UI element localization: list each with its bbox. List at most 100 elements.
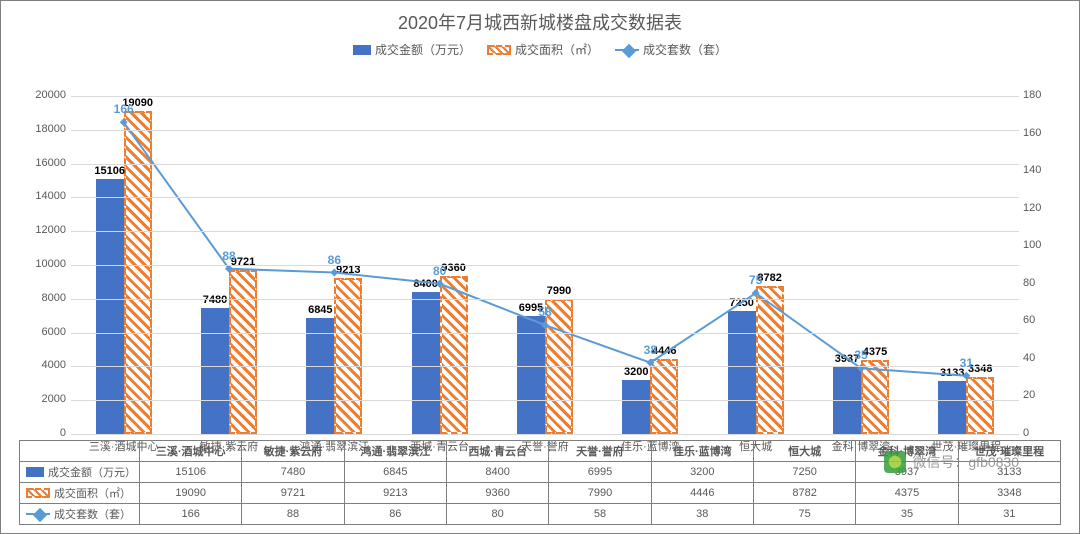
y1-tick-label: 20000 bbox=[26, 89, 66, 101]
line-value-label: 35 bbox=[854, 348, 867, 362]
y1-tick-label: 18000 bbox=[26, 123, 66, 135]
table-cell: 6845 bbox=[344, 462, 446, 483]
swatch-line-icon bbox=[615, 45, 639, 55]
line-value-label: 58 bbox=[538, 305, 551, 319]
y1-tick-label: 10000 bbox=[26, 258, 66, 270]
table-cell: 15106 bbox=[140, 462, 242, 483]
legend: 成交金额（万元） 成交面积（㎡） 成交套数（套） bbox=[1, 35, 1079, 60]
y1-tick-label: 14000 bbox=[26, 190, 66, 202]
y2-tick-label: 100 bbox=[1023, 239, 1059, 251]
y2-tick-label: 140 bbox=[1023, 164, 1059, 176]
table-cell: 35 bbox=[856, 504, 958, 525]
table-row-area: 成交面积（㎡）190909721921393607990444687824375… bbox=[20, 483, 1061, 504]
table-col-header: 鸿通·翡翠滨江 bbox=[344, 441, 446, 462]
table-cell: 80 bbox=[446, 504, 548, 525]
table-col-header: 三溪·酒城中心 bbox=[140, 441, 242, 462]
y1-tick-label: 8000 bbox=[26, 292, 66, 304]
table-cell: 38 bbox=[651, 504, 753, 525]
table-cell: 3348 bbox=[958, 483, 1060, 504]
table-cell: 7480 bbox=[242, 462, 344, 483]
line-marker bbox=[541, 321, 549, 329]
y1-tick-label: 2000 bbox=[26, 393, 66, 405]
swatch-hatch-icon bbox=[487, 45, 511, 55]
wechat-icon bbox=[884, 451, 906, 473]
legend-label-line: 成交套数（套） bbox=[643, 41, 727, 58]
gridline bbox=[71, 333, 1019, 334]
plot-area: 1510619090三溪·酒城中心74809721敏捷·紫云府68459213鸿… bbox=[71, 96, 1019, 435]
line-value-label: 88 bbox=[222, 249, 235, 263]
table-row-header: 成交金额（万元） bbox=[20, 462, 140, 483]
table-cell: 166 bbox=[140, 504, 242, 525]
y2-tick-label: 80 bbox=[1023, 277, 1059, 289]
legend-item-line: 成交套数（套） bbox=[615, 41, 727, 58]
gridline bbox=[71, 197, 1019, 198]
y1-tick-label: 4000 bbox=[26, 359, 66, 371]
line-marker bbox=[436, 280, 444, 288]
gridline bbox=[71, 366, 1019, 367]
table-cell: 8400 bbox=[446, 462, 548, 483]
table-cell: 31 bbox=[958, 504, 1060, 525]
swatch-bar-icon bbox=[353, 45, 371, 55]
y2-tick-label: 60 bbox=[1023, 314, 1059, 326]
table-cell: 7250 bbox=[753, 462, 855, 483]
table-cell: 9721 bbox=[242, 483, 344, 504]
table-col-header: 恒大城 bbox=[753, 441, 855, 462]
table-cell: 6995 bbox=[549, 462, 651, 483]
y2-tick-label: 40 bbox=[1023, 352, 1059, 364]
table-cell: 88 bbox=[242, 504, 344, 525]
gridline bbox=[71, 265, 1019, 266]
gridline bbox=[71, 130, 1019, 131]
line-value-label: 86 bbox=[328, 253, 341, 267]
legend-item-bar1: 成交金额（万元） bbox=[353, 41, 471, 58]
chart-title: 2020年7月城西新城楼盘成交数据表 bbox=[1, 1, 1079, 35]
line-value-label: 38 bbox=[644, 343, 657, 357]
line-marker bbox=[962, 372, 970, 380]
y1-tick-label: 12000 bbox=[26, 224, 66, 236]
table-cell: 4375 bbox=[856, 483, 958, 504]
line-value-label: 31 bbox=[960, 356, 973, 370]
y2-tick-label: 0 bbox=[1023, 427, 1059, 439]
watermark-text: 微信号：gfb0830 bbox=[912, 452, 1019, 472]
y2-tick-label: 180 bbox=[1023, 89, 1059, 101]
watermark: 微信号：gfb0830 bbox=[884, 451, 1019, 473]
table-col-header: 天誉·誉府 bbox=[549, 441, 651, 462]
table-cell: 8782 bbox=[753, 483, 855, 504]
legend-label-bar2: 成交面积（㎡） bbox=[515, 41, 599, 58]
table-row-sets: 成交套数（套）1668886805838753531 bbox=[20, 504, 1061, 525]
table-cell: 86 bbox=[344, 504, 446, 525]
y2-tick-label: 20 bbox=[1023, 389, 1059, 401]
table-cell: 19090 bbox=[140, 483, 242, 504]
y2-tick-label: 120 bbox=[1023, 202, 1059, 214]
table-col-header: 敏捷·紫云府 bbox=[242, 441, 344, 462]
y2-tick-label: 160 bbox=[1023, 127, 1059, 139]
table-corner bbox=[20, 441, 140, 462]
table-cell: 9360 bbox=[446, 483, 548, 504]
table-cell: 4446 bbox=[651, 483, 753, 504]
gridline bbox=[71, 164, 1019, 165]
table-row-header: 成交套数（套） bbox=[20, 504, 140, 525]
line-marker bbox=[330, 269, 338, 277]
table-cell: 9213 bbox=[344, 483, 446, 504]
table-col-header: 西城·青云台 bbox=[446, 441, 548, 462]
y1-tick-label: 16000 bbox=[26, 157, 66, 169]
table-row-header: 成交面积（㎡） bbox=[20, 483, 140, 504]
table-col-header: 佳乐·蓝博湾 bbox=[651, 441, 753, 462]
table-cell: 7990 bbox=[549, 483, 651, 504]
chart-container: 2020年7月城西新城楼盘成交数据表 成交金额（万元） 成交面积（㎡） 成交套数… bbox=[0, 0, 1080, 534]
line-value-label: 80 bbox=[433, 264, 446, 278]
table-cell: 3200 bbox=[651, 462, 753, 483]
legend-label-bar1: 成交金额（万元） bbox=[375, 41, 471, 58]
table-cell: 58 bbox=[549, 504, 651, 525]
line-series bbox=[124, 122, 967, 376]
gridline bbox=[71, 299, 1019, 300]
y1-tick-label: 0 bbox=[26, 427, 66, 439]
table-cell: 75 bbox=[753, 504, 855, 525]
line-value-label: 166 bbox=[114, 102, 134, 116]
legend-item-bar2: 成交面积（㎡） bbox=[487, 41, 599, 58]
gridline bbox=[71, 400, 1019, 401]
y1-tick-label: 6000 bbox=[26, 326, 66, 338]
gridline bbox=[71, 434, 1019, 435]
gridline bbox=[71, 96, 1019, 97]
gridline bbox=[71, 231, 1019, 232]
line-value-label: 75 bbox=[749, 273, 762, 287]
